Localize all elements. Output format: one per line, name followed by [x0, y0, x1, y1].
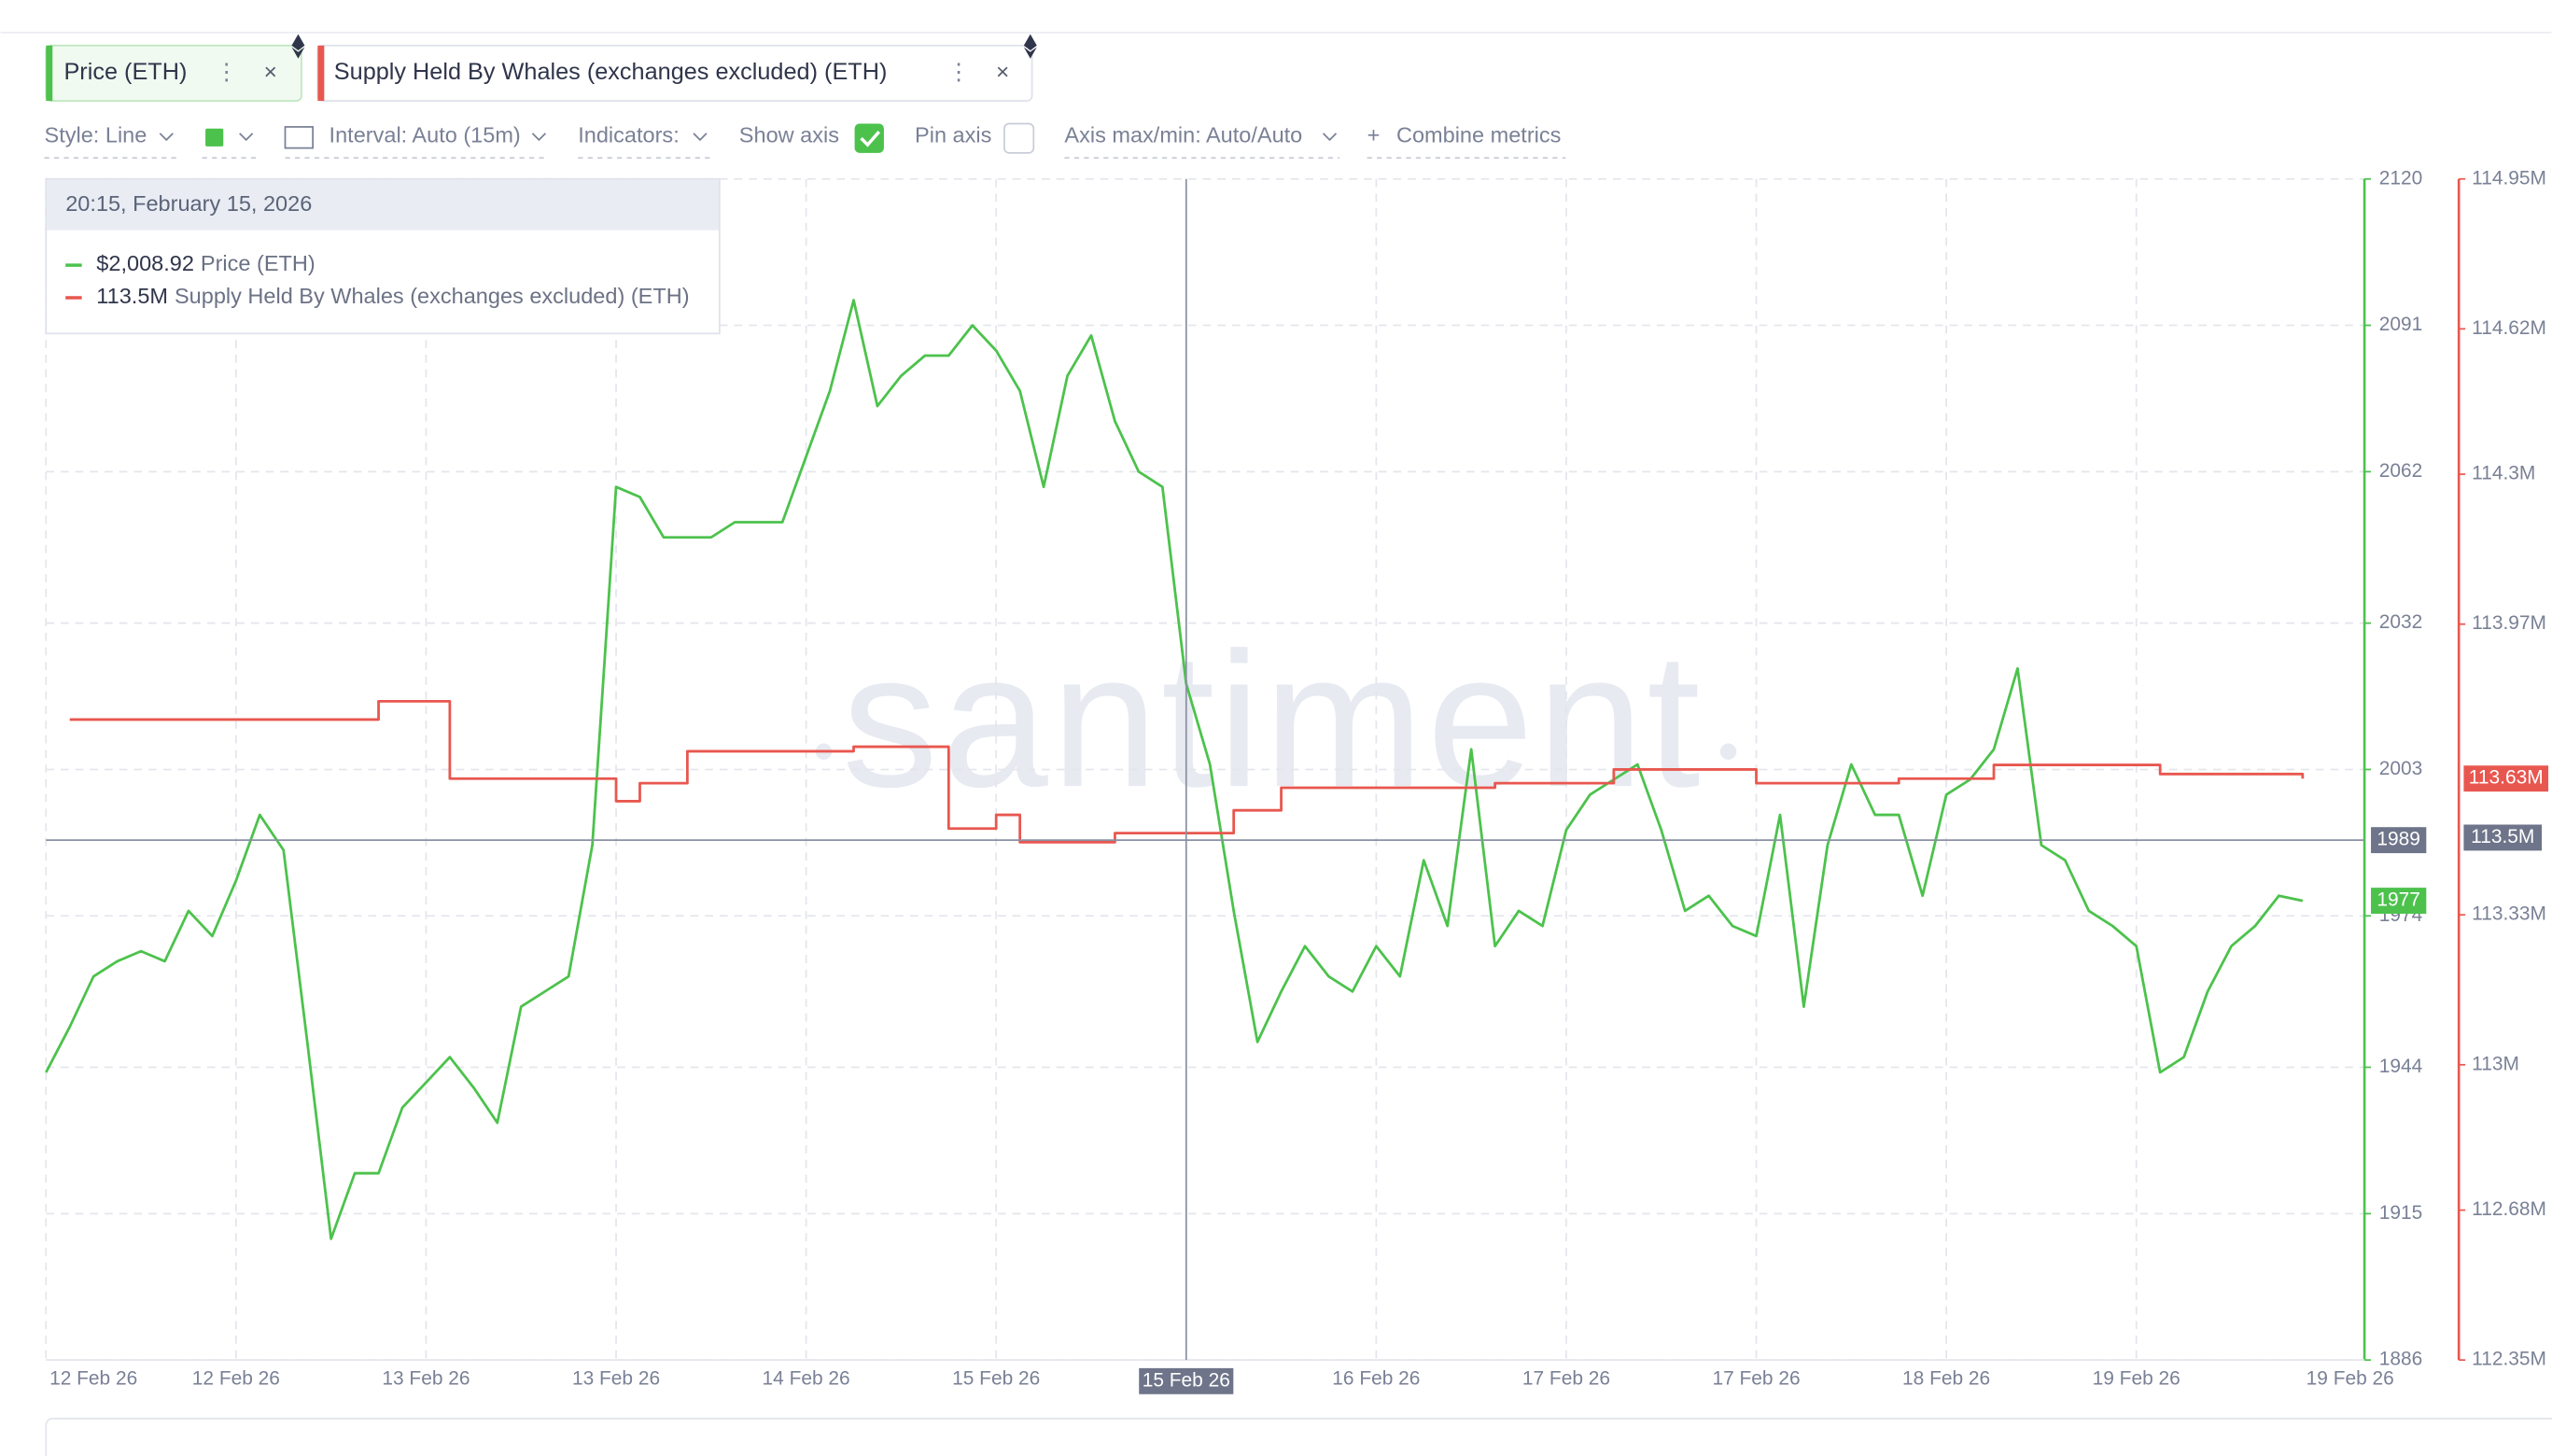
- tooltip-row: 113.5M Supply Held By Whales (exchanges e…: [96, 284, 689, 308]
- crosshair-y-badge: [2371, 827, 2427, 854]
- y2-tick-label: 113.33M: [2472, 903, 2546, 925]
- last-value-badge: [2463, 765, 2549, 792]
- crosshair-y-label: 1989: [2377, 829, 2420, 850]
- x-tick-label: 12 Feb 26: [49, 1368, 137, 1390]
- tab-label: Supply Held By Whales (exchanges exclude…: [334, 59, 888, 85]
- x-tick-label: 18 Feb 26: [1902, 1368, 1990, 1390]
- tab-color: [46, 45, 53, 102]
- show-axis-checkbox[interactable]: [854, 123, 884, 153]
- tooltip-value: 113.5M: [96, 284, 168, 308]
- eth-icon: [1023, 34, 1037, 51]
- last-value-label: 1977: [2377, 889, 2420, 911]
- y-tick-label: 2120: [2379, 167, 2423, 189]
- indicators-select[interactable]: Indicators:: [578, 123, 679, 147]
- y2-tick-label: 114.62M: [2472, 317, 2546, 339]
- chevron: [531, 133, 547, 142]
- x-tick-label: 13 Feb 26: [572, 1368, 660, 1390]
- last-value-label: 113.63M: [2469, 767, 2544, 789]
- crosshair-y2-label: 113.5M: [2471, 826, 2534, 847]
- y2-tick-label: 114.3M: [2472, 463, 2535, 484]
- y-tick-label: 1886: [2379, 1349, 2423, 1370]
- y-tick-label: 1915: [2379, 1202, 2423, 1224]
- x-tick-label: 12 Feb 26: [192, 1368, 280, 1390]
- y2-tick-label: 113M: [2472, 1053, 2519, 1074]
- pin-axis-checkbox[interactable]: [1003, 122, 1035, 154]
- combine-metrics[interactable]: Combine metrics: [1396, 123, 1561, 147]
- style-select[interactable]: Style: Line: [45, 123, 147, 147]
- crosshair-x-badge: [1139, 1367, 1234, 1394]
- x-tick-label: 16 Feb 26: [1332, 1368, 1420, 1390]
- crosshair-x-label: 15 Feb 26: [1143, 1369, 1230, 1391]
- interval-icon: [284, 126, 315, 149]
- chevron: [693, 133, 708, 142]
- pin-axis-label: Pin axis: [915, 123, 991, 147]
- last-value-badge: [2371, 888, 2427, 914]
- y-tick-label: 2032: [2379, 611, 2423, 633]
- plot-area: santiment1886191519441974200320322062209…: [45, 167, 2549, 1394]
- watermark-dot: [1719, 743, 1737, 760]
- tooltip-title: 20:15, February 15, 2026: [65, 191, 312, 216]
- crosshair-y2-badge: [2463, 824, 2543, 851]
- navigator[interactable]: [45, 1418, 2552, 1456]
- show-axis-label: Show axis: [739, 123, 839, 147]
- x-tick-label: 15 Feb 26: [952, 1368, 1040, 1390]
- tab-menu[interactable]: ⋮: [947, 60, 970, 85]
- color-picker[interactable]: [205, 128, 224, 147]
- eth-icon: [291, 47, 305, 59]
- tooltip-header: [47, 179, 720, 231]
- tooltip-row: $2,008.92 Price (ETH): [96, 251, 315, 275]
- tooltip-series-name: Price (ETH): [201, 251, 315, 275]
- series-line: [45, 299, 2304, 1240]
- axis-minmax-select[interactable]: Axis max/min: Auto/Auto: [1064, 123, 1302, 147]
- chevron: [239, 133, 254, 142]
- series-line: [69, 700, 2305, 844]
- y-tick-label: 2003: [2379, 758, 2423, 779]
- tab-close[interactable]: ×: [264, 60, 277, 85]
- tab-close[interactable]: ×: [996, 60, 1009, 85]
- checkmark: [860, 131, 881, 147]
- x-tick-label: 14 Feb 26: [763, 1368, 850, 1390]
- x-tick-label: 17 Feb 26: [1522, 1368, 1610, 1390]
- chevron: [159, 133, 174, 142]
- tab-menu[interactable]: ⋮: [216, 60, 238, 85]
- tooltip-series-name: Supply Held By Whales (exchanges exclude…: [175, 284, 690, 308]
- tab-label: Price (ETH): [63, 59, 187, 85]
- chevron: [1322, 133, 1338, 142]
- y-tick-label: 2062: [2379, 460, 2423, 482]
- y2-tick-label: 113.97M: [2472, 612, 2546, 634]
- eth-icon: [291, 34, 305, 51]
- x-tick-label: 17 Feb 26: [1712, 1368, 1800, 1390]
- tooltip-value: $2,008.92: [96, 251, 194, 275]
- y2-tick-label: 114.95M: [2472, 167, 2546, 189]
- x-tick-label: 19 Feb 26: [2093, 1368, 2180, 1390]
- eth-icon: [1023, 47, 1037, 59]
- watermark: santiment: [842, 612, 1704, 827]
- tab-color: [317, 45, 325, 102]
- y2-tick-label: 112.68M: [2472, 1198, 2546, 1220]
- x-tick-label: 19 Feb 26: [2307, 1368, 2394, 1390]
- y2-tick-label: 112.35M: [2472, 1349, 2546, 1370]
- plus-icon: +: [1367, 123, 1381, 147]
- y-tick-label: 2091: [2379, 314, 2423, 335]
- interval-select[interactable]: Interval: Auto (15m): [330, 123, 521, 147]
- x-tick-label: 13 Feb 26: [382, 1368, 470, 1390]
- y-tick-label: 1944: [2379, 1056, 2423, 1077]
